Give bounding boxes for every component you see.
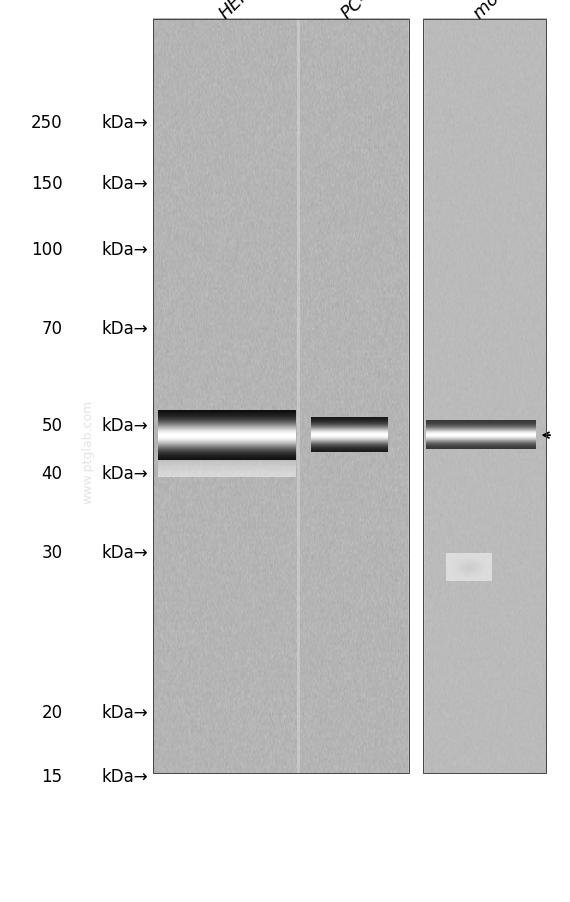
Text: 20: 20 [42, 704, 63, 722]
Text: 50: 50 [42, 417, 63, 435]
Text: 70: 70 [42, 319, 63, 337]
Text: kDa→: kDa→ [101, 465, 148, 483]
Text: mouse liver: mouse liver [470, 0, 557, 23]
Text: kDa→: kDa→ [101, 543, 148, 561]
Bar [153, 20, 409, 773]
Bar [423, 20, 546, 773]
Text: kDa→: kDa→ [101, 417, 148, 435]
Text: kDa→: kDa→ [101, 704, 148, 722]
Text: 40: 40 [42, 465, 63, 483]
Text: 100: 100 [31, 241, 63, 259]
Text: HEK-293T: HEK-293T [216, 0, 290, 23]
Text: kDa→: kDa→ [101, 319, 148, 337]
Text: kDa→: kDa→ [101, 767, 148, 785]
Text: www.ptglab.com: www.ptglab.com [82, 399, 95, 503]
Text: PC-13: PC-13 [337, 0, 388, 23]
Text: kDa→: kDa→ [101, 241, 148, 259]
Text: 30: 30 [42, 543, 63, 561]
Text: 15: 15 [42, 767, 63, 785]
Text: 150: 150 [31, 175, 63, 193]
Text: kDa→: kDa→ [101, 175, 148, 193]
Text: 250: 250 [31, 114, 63, 132]
Text: kDa→: kDa→ [101, 114, 148, 132]
